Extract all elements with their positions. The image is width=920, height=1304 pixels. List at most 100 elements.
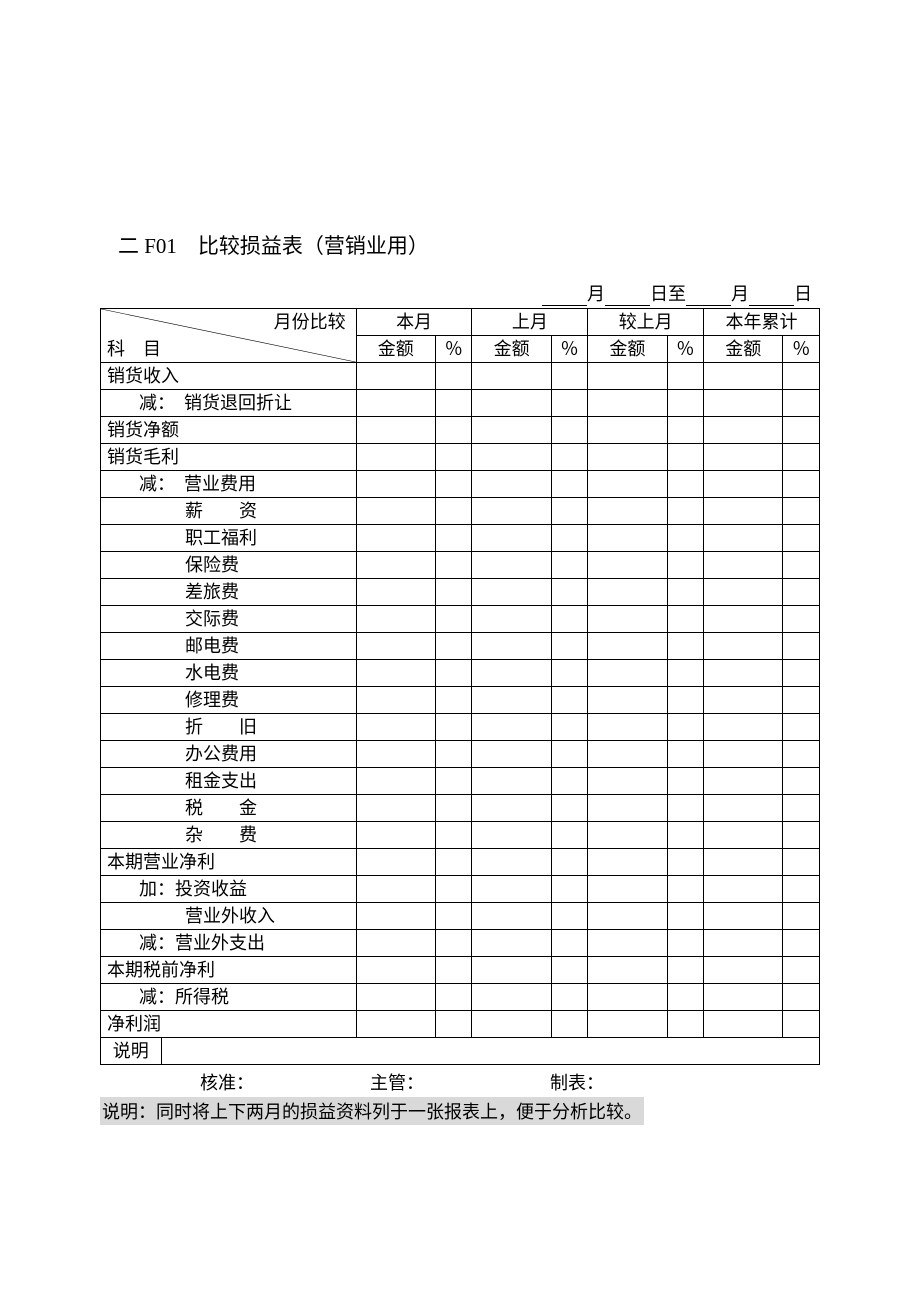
amount-cell	[704, 768, 783, 795]
percent-cell	[435, 930, 472, 957]
amount-cell	[472, 1011, 551, 1038]
date-blank	[686, 288, 731, 306]
table-row: 减： 营业费用	[101, 471, 820, 498]
amount-cell	[704, 876, 783, 903]
percent-cell	[783, 822, 820, 849]
amount-cell	[472, 633, 551, 660]
percent-cell	[551, 633, 588, 660]
percent-cell	[551, 903, 588, 930]
percent-cell	[551, 822, 588, 849]
amount-cell	[588, 687, 667, 714]
percent-cell	[435, 984, 472, 1011]
percent-cell	[551, 552, 588, 579]
row-label: 杂 费	[101, 822, 357, 849]
date-blank	[749, 288, 794, 306]
amount-cell	[704, 417, 783, 444]
amount-cell	[588, 444, 667, 471]
percent-cell	[783, 903, 820, 930]
row-label: 修理费	[101, 687, 357, 714]
amount-cell	[472, 417, 551, 444]
amount-cell	[704, 849, 783, 876]
amount-cell	[704, 633, 783, 660]
subheader-amount: 金额	[472, 336, 551, 363]
amount-cell	[356, 363, 435, 390]
percent-cell	[435, 768, 472, 795]
subheader-percent: ％	[667, 336, 704, 363]
row-label: 税 金	[101, 795, 357, 822]
percent-cell	[551, 525, 588, 552]
row-label: 净利润	[101, 1011, 357, 1038]
amount-cell	[356, 822, 435, 849]
row-label: 本期税前净利	[101, 957, 357, 984]
amount-cell	[472, 930, 551, 957]
table-row: 保险费	[101, 552, 820, 579]
percent-cell	[667, 741, 704, 768]
subheader-percent: ％	[435, 336, 472, 363]
header-col: 本年累计	[704, 309, 820, 336]
subheader-amount: 金额	[704, 336, 783, 363]
percent-cell	[783, 1011, 820, 1038]
table-row: 职工福利	[101, 525, 820, 552]
day-label-1: 日	[650, 284, 668, 304]
amount-cell	[588, 903, 667, 930]
percent-cell	[435, 876, 472, 903]
table-row: 加：投资收益	[101, 876, 820, 903]
percent-cell	[667, 876, 704, 903]
percent-cell	[551, 417, 588, 444]
percent-cell	[435, 363, 472, 390]
percent-cell	[783, 768, 820, 795]
percent-cell	[783, 660, 820, 687]
amount-cell	[356, 930, 435, 957]
table-row: 本期税前净利	[101, 957, 820, 984]
percent-cell	[435, 579, 472, 606]
percent-cell	[667, 957, 704, 984]
percent-cell	[551, 444, 588, 471]
table-header: 月份比较 科目 本月 上月 较上月 本年累计 金额 ％ 金额 ％ 金额 ％ 金额…	[101, 309, 820, 363]
table-row: 办公费用	[101, 741, 820, 768]
amount-cell	[704, 714, 783, 741]
percent-cell	[435, 687, 472, 714]
table-row: 税 金	[101, 795, 820, 822]
amount-cell	[588, 876, 667, 903]
amount-cell	[356, 579, 435, 606]
amount-cell	[588, 390, 667, 417]
amount-cell	[472, 768, 551, 795]
percent-cell	[667, 552, 704, 579]
table-row: 水电费	[101, 660, 820, 687]
percent-cell	[783, 930, 820, 957]
table-row: 销货毛利	[101, 444, 820, 471]
percent-cell	[783, 471, 820, 498]
row-label: 租金支出	[101, 768, 357, 795]
to-label: 至	[668, 284, 686, 304]
percent-cell	[435, 390, 472, 417]
table-row: 修理费	[101, 687, 820, 714]
percent-cell	[667, 471, 704, 498]
profit-loss-table: 月份比较 科目 本月 上月 较上月 本年累计 金额 ％ 金额 ％ 金额 ％ 金额…	[100, 308, 820, 1065]
amount-cell	[588, 660, 667, 687]
amount-cell	[704, 795, 783, 822]
percent-cell	[551, 849, 588, 876]
signoff-prepared: 制表：	[550, 1069, 604, 1095]
amount-cell	[472, 552, 551, 579]
row-label: 差旅费	[101, 579, 357, 606]
amount-cell	[588, 498, 667, 525]
percent-cell	[551, 660, 588, 687]
amount-cell	[356, 444, 435, 471]
percent-cell	[551, 714, 588, 741]
header-col: 较上月	[588, 309, 704, 336]
amount-cell	[704, 525, 783, 552]
amount-cell	[472, 795, 551, 822]
percent-cell	[551, 498, 588, 525]
row-label: 邮电费	[101, 633, 357, 660]
percent-cell	[783, 876, 820, 903]
row-label: 销货毛利	[101, 444, 357, 471]
percent-cell	[783, 795, 820, 822]
percent-cell	[783, 984, 820, 1011]
amount-cell	[472, 984, 551, 1011]
percent-cell	[783, 957, 820, 984]
table-row: 减：营业外支出	[101, 930, 820, 957]
amount-cell	[588, 849, 667, 876]
percent-cell	[667, 390, 704, 417]
subheader-percent: ％	[783, 336, 820, 363]
date-blank	[542, 288, 587, 306]
